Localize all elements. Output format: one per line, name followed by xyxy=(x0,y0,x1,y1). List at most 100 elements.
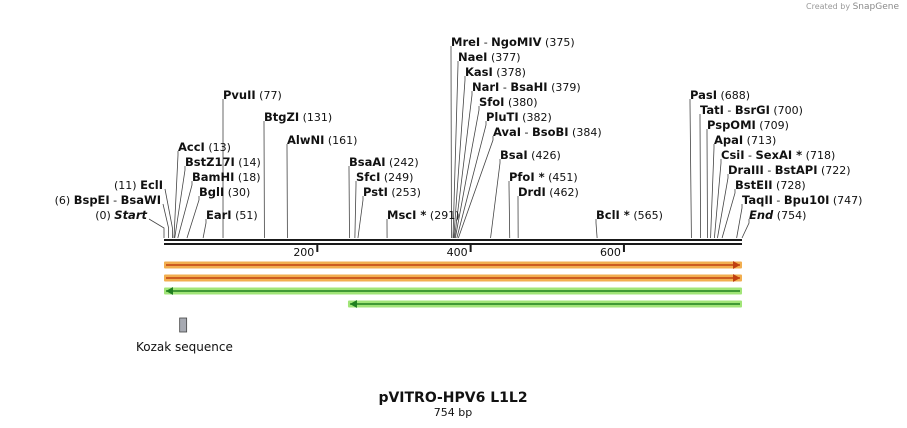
site-label-mrei[interactable]: MreI - NgoMIV (375) xyxy=(451,35,575,49)
site-labels: (0) Start(6) BspEI - BsaWI(11) EclI BglI … xyxy=(55,35,863,222)
site-label-sfoi[interactable]: SfoI (380) xyxy=(479,95,538,109)
site-label-draiii[interactable]: DraIII - BstAPI (722) xyxy=(728,163,851,177)
site-label-end[interactable]: End (754) xyxy=(749,208,806,222)
site-position: (718) xyxy=(802,149,835,162)
site-label-bsai[interactable]: BsaI (426) xyxy=(500,148,561,162)
orange-feature-2[interactable] xyxy=(164,274,742,282)
site-position: (451) xyxy=(545,171,578,184)
kozak-label: Kozak sequence xyxy=(136,340,233,354)
site-label-ecli[interactable]: (11) EclI xyxy=(114,178,163,192)
site-lines xyxy=(148,46,750,239)
site-separator: - xyxy=(724,104,735,117)
site-line-bsteii xyxy=(721,189,736,239)
site-position: (77) xyxy=(256,89,282,102)
site-label-pasi[interactable]: PasI (688) xyxy=(690,88,750,102)
orange-feature-1-arrowhead xyxy=(733,261,740,269)
site-label-bstz17i[interactable]: BstZ17I (14) xyxy=(185,155,261,169)
site-alt-name: BsaWI xyxy=(121,193,161,207)
site-label-bsaai[interactable]: BsaAI (242) xyxy=(349,155,419,169)
created-by-text: Created by xyxy=(806,2,851,11)
site-line-bspei xyxy=(162,203,169,238)
site-label-bsteii[interactable]: BstEII (728) xyxy=(735,178,806,192)
site-separator: - xyxy=(773,194,784,207)
green-feature-1[interactable] xyxy=(164,287,742,295)
site-label-eari[interactable]: EarI (51) xyxy=(206,208,258,222)
site-label-pfoi[interactable]: PfoI * (451) xyxy=(509,170,578,184)
site-line-sfci xyxy=(354,181,357,239)
site-name: BstEII xyxy=(735,178,773,192)
site-position: (747) xyxy=(829,194,862,207)
site-line-csii xyxy=(714,159,722,239)
site-label-acci[interactable]: AccI (13) xyxy=(178,140,231,154)
site-label-avai[interactable]: AvaI - BsoBI (384) xyxy=(493,125,602,139)
site-name: BglI xyxy=(199,185,224,199)
dna-backbone xyxy=(164,239,742,245)
site-alt-name: BsoBI xyxy=(532,125,569,139)
site-position: (14) xyxy=(235,156,261,169)
site-label-naei[interactable]: NaeI (377) xyxy=(458,50,521,64)
site-position: (30) xyxy=(224,186,250,199)
tick-label-200: 200 xyxy=(293,246,314,259)
site-label-pvuii[interactable]: PvuII (77) xyxy=(223,88,282,102)
site-position: (380) xyxy=(504,96,537,109)
site-line-pfoi xyxy=(508,181,511,239)
site-alt-name: SexAI * xyxy=(755,148,802,162)
site-label-bamhi[interactable]: BamHI (18) xyxy=(192,170,261,184)
site-label-pluti[interactable]: PluTI (382) xyxy=(486,110,552,124)
site-label-drdi[interactable]: DrdI (462) xyxy=(518,185,579,199)
kozak-feature: Kozak sequence xyxy=(136,317,233,354)
site-line-acci xyxy=(173,151,179,239)
site-name: SfoI xyxy=(479,95,504,109)
site-label-bgli[interactable]: BglI (30) xyxy=(199,185,250,199)
site-position: (722) xyxy=(818,164,851,177)
site-label-psti[interactable]: PstI (253) xyxy=(363,185,421,199)
site-label-apai[interactable]: ApaI (713) xyxy=(714,133,776,147)
site-label-alwni[interactable]: AlwNI (161) xyxy=(287,133,357,147)
site-label-kasi[interactable]: KasI (378) xyxy=(465,65,526,79)
site-position: (249) xyxy=(380,171,413,184)
site-name: DrdI xyxy=(518,185,546,199)
site-line-tati xyxy=(699,114,702,239)
site-line-pluti xyxy=(456,121,487,239)
site-label-msci[interactable]: MscI * (291) xyxy=(387,208,459,222)
site-alt-name: Bpu10I xyxy=(784,193,829,207)
site-label-start[interactable]: (0) Start xyxy=(95,208,147,222)
site-name: TaqII xyxy=(742,193,773,207)
site-position: (713) xyxy=(743,134,776,147)
site-separator: - xyxy=(499,81,510,94)
site-name: KasI xyxy=(465,65,493,79)
site-position: (378) xyxy=(493,66,526,79)
site-label-pspomi[interactable]: PspOMI (709) xyxy=(707,118,789,132)
site-line-ecli xyxy=(164,188,173,238)
site-label-sfci[interactable]: SfcI (249) xyxy=(356,170,413,184)
axis-ticks: 200 400 600 xyxy=(293,244,625,259)
site-label-bcli[interactable]: BclI * (565) xyxy=(596,208,663,222)
site-name: EarI xyxy=(206,208,232,222)
site-position: (754) xyxy=(773,209,806,222)
site-separator: - xyxy=(745,149,756,162)
site-name: AlwNI xyxy=(287,133,324,147)
site-position: (384) xyxy=(569,126,602,139)
site-line-draiii xyxy=(717,174,729,239)
site-label-taqii[interactable]: TaqII - Bpu10I (747) xyxy=(742,193,862,207)
site-line-kasi xyxy=(453,76,466,239)
site-line-pspomi xyxy=(706,129,708,239)
site-name: BsaAI xyxy=(349,155,386,169)
site-label-nari[interactable]: NarI - BsaHI (379) xyxy=(472,80,581,94)
green-feature-2[interactable] xyxy=(347,300,742,308)
site-name: PstI xyxy=(363,185,388,199)
site-label-csii[interactable]: CsiI - SexAI * (718) xyxy=(721,148,835,162)
site-label-bspei[interactable]: (6) BspEI - BsaWI xyxy=(55,193,161,207)
site-position: (253) xyxy=(388,186,421,199)
site-position: (700) xyxy=(770,104,803,117)
site-name: PspOMI xyxy=(707,118,756,132)
orange-feature-1[interactable] xyxy=(164,261,742,269)
site-separator: - xyxy=(521,126,532,139)
kozak-marker[interactable] xyxy=(179,317,188,333)
site-label-btgzi[interactable]: BtgZI (131) xyxy=(264,110,332,124)
site-alt-name: BsaHI xyxy=(510,80,547,94)
site-position: (709) xyxy=(756,119,789,132)
site-name: TatI xyxy=(700,103,724,117)
site-label-tati[interactable]: TatI - BsrGI (700) xyxy=(700,103,803,117)
